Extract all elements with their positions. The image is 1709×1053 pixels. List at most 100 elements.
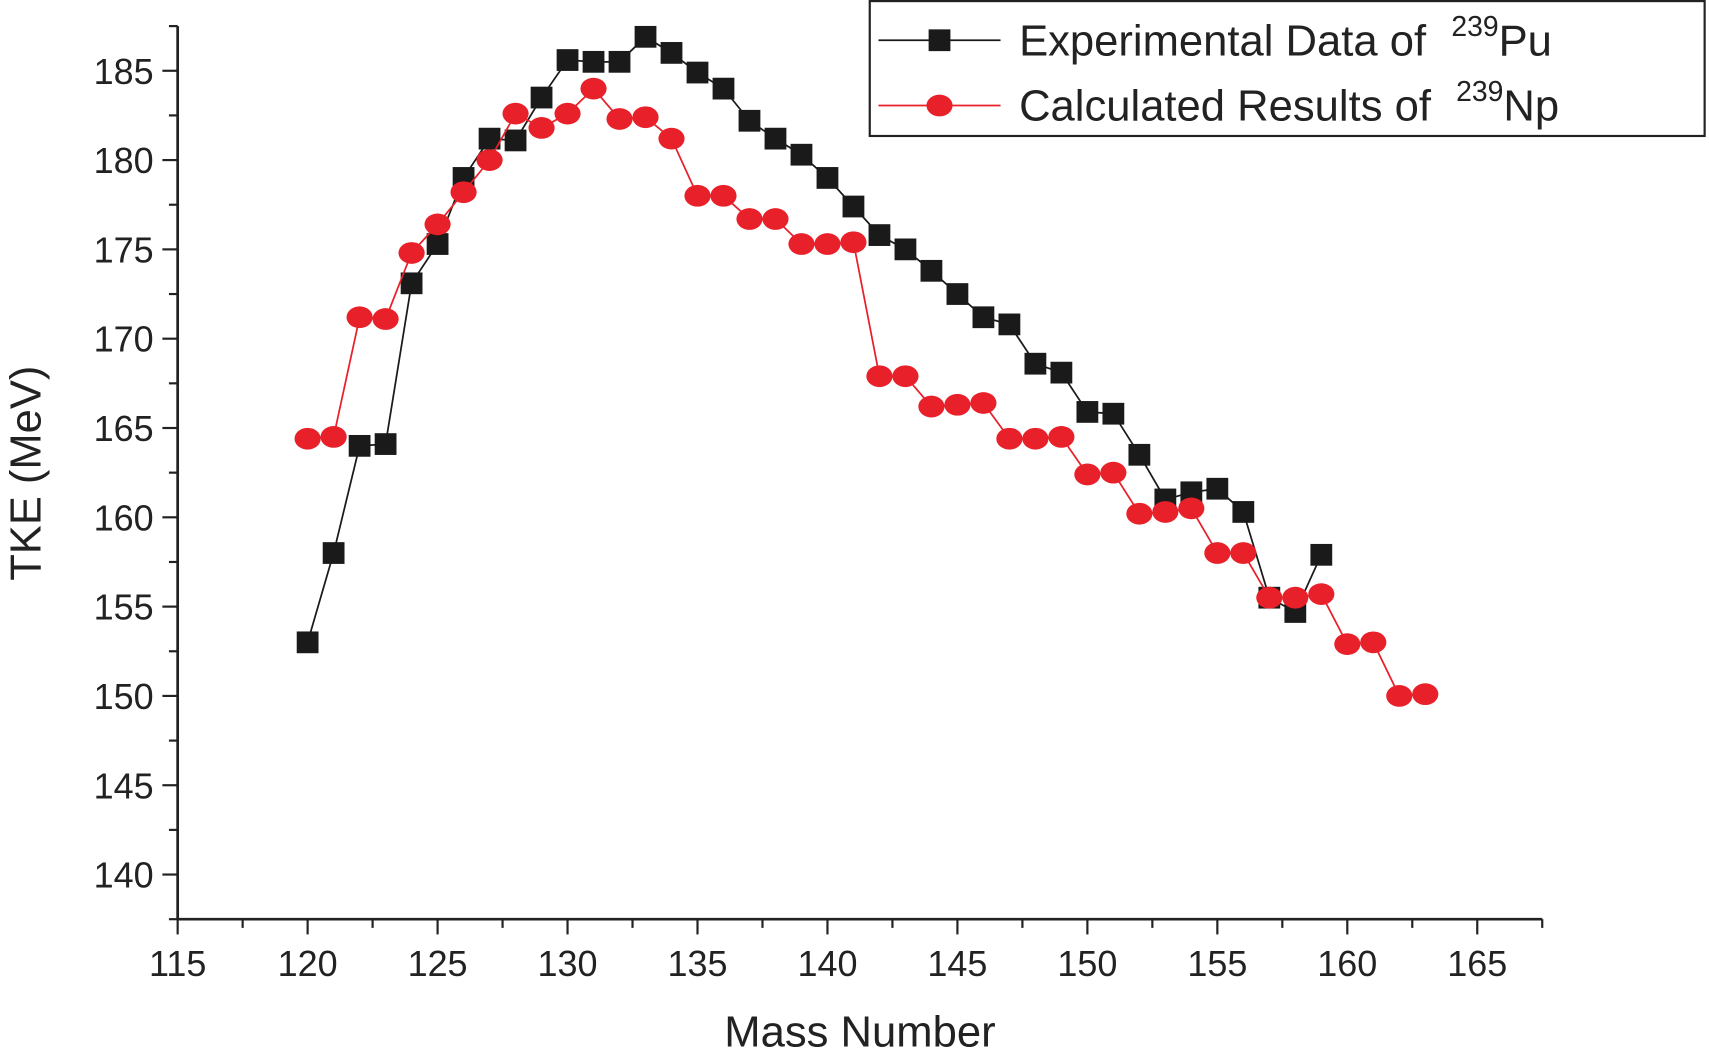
x-tick-label: 130 bbox=[538, 943, 598, 984]
legend-label: Experimental Data of 239Pu bbox=[1019, 10, 1552, 66]
series-line bbox=[306, 35, 1323, 643]
data-point-circle bbox=[736, 208, 763, 230]
x-axis-label: Mass Number bbox=[724, 1009, 995, 1053]
data-point-square bbox=[868, 224, 891, 246]
axes: 115 120 125 130 135 140 145 150 155 160 165 140 145 1… bbox=[94, 25, 1544, 984]
legend-label: Calculated Results of 239Np bbox=[1019, 75, 1559, 131]
data-point-square bbox=[998, 313, 1021, 336]
data-point-square bbox=[608, 50, 631, 73]
data-point-square bbox=[1128, 443, 1151, 466]
data-point-circle bbox=[1126, 502, 1153, 525]
data-point-circle bbox=[1204, 542, 1231, 564]
data-point-circle bbox=[1334, 633, 1361, 656]
data-point-circle bbox=[1074, 463, 1101, 486]
data-point-square bbox=[946, 283, 969, 305]
data-point-square bbox=[1076, 401, 1099, 423]
data-point-square bbox=[374, 433, 397, 455]
y-tick-label: 170 bbox=[94, 319, 154, 360]
data-point-circle bbox=[1308, 583, 1335, 605]
data-point-square bbox=[556, 49, 579, 71]
data-point-square bbox=[712, 77, 735, 100]
x-tick-label: 135 bbox=[668, 943, 728, 984]
data-point-square bbox=[1232, 501, 1255, 523]
data-point-circle bbox=[1256, 586, 1283, 609]
data-point-square bbox=[582, 50, 605, 73]
data-point-circle bbox=[476, 149, 503, 171]
data-point-circle bbox=[1230, 542, 1257, 564]
data-point-square bbox=[400, 272, 423, 295]
data-point-circle bbox=[554, 102, 581, 125]
x-tick-label: 165 bbox=[1447, 943, 1507, 984]
data-point-circle bbox=[918, 395, 945, 418]
data-point-circle bbox=[1360, 631, 1387, 654]
data-point-circle bbox=[1100, 461, 1127, 484]
data-point-circle bbox=[632, 106, 659, 129]
data-point-circle bbox=[892, 365, 919, 388]
data-point-circle bbox=[398, 242, 425, 264]
y-tick-label: 160 bbox=[94, 497, 154, 538]
data-point-circle bbox=[788, 233, 815, 255]
x-tick-label: 145 bbox=[927, 943, 987, 984]
data-point-circle bbox=[606, 108, 633, 130]
series-layer bbox=[294, 25, 1439, 707]
legend-marker-square bbox=[928, 29, 951, 52]
x-tick-label: 160 bbox=[1317, 943, 1377, 984]
data-point-circle bbox=[710, 184, 737, 207]
data-point-square bbox=[1024, 352, 1047, 375]
y-axis-label: TKE (MeV) bbox=[2, 366, 50, 581]
y-tick-label: 180 bbox=[94, 140, 154, 181]
data-point-circle bbox=[502, 102, 529, 125]
data-point-square bbox=[920, 259, 943, 282]
data-point-square bbox=[634, 25, 657, 48]
legend-box bbox=[868, 0, 1706, 138]
data-point-square bbox=[972, 306, 995, 329]
data-point-circle bbox=[450, 181, 477, 204]
data-point-square bbox=[478, 127, 501, 150]
data-point-circle bbox=[320, 426, 347, 448]
data-point-circle bbox=[372, 308, 399, 330]
data-point-circle bbox=[944, 393, 971, 416]
data-point-circle bbox=[580, 77, 607, 100]
x-tick-label: 115 bbox=[149, 943, 206, 984]
y-tick-label: 175 bbox=[94, 229, 154, 270]
data-point-square bbox=[1206, 477, 1229, 500]
data-point-square bbox=[1310, 543, 1333, 566]
y-tick-label: 165 bbox=[94, 408, 154, 449]
data-point-square bbox=[504, 129, 527, 152]
data-point-square bbox=[1102, 402, 1125, 425]
data-point-square bbox=[686, 61, 709, 84]
legend: Experimental Data of 239Pu Calculated Res… bbox=[868, 0, 1706, 138]
y-tick-label: 150 bbox=[94, 676, 154, 717]
data-point-circle bbox=[1282, 586, 1309, 609]
data-point-square bbox=[660, 42, 683, 64]
data-point-square bbox=[894, 238, 917, 261]
data-point-circle bbox=[684, 184, 711, 207]
data-point-circle bbox=[1048, 426, 1075, 448]
data-point-square bbox=[426, 233, 449, 255]
y-tick-label: 145 bbox=[94, 765, 154, 806]
y-tick-label: 155 bbox=[94, 587, 154, 628]
data-point-square bbox=[296, 631, 319, 654]
data-point-circle bbox=[1152, 501, 1179, 523]
x-tick-label: 140 bbox=[797, 943, 857, 984]
data-point-circle bbox=[1022, 427, 1049, 450]
legend-marker-circle bbox=[926, 94, 953, 117]
data-point-square bbox=[790, 143, 813, 166]
series-calculated bbox=[294, 77, 1439, 707]
data-point-circle bbox=[1412, 683, 1439, 706]
data-point-square bbox=[322, 542, 345, 564]
series-line bbox=[307, 87, 1426, 697]
data-point-circle bbox=[1178, 497, 1205, 520]
x-tick-label: 155 bbox=[1187, 943, 1247, 984]
data-point-circle bbox=[294, 427, 321, 450]
y-tick-label: 140 bbox=[94, 855, 154, 896]
series-experimental bbox=[296, 25, 1333, 654]
data-point-circle bbox=[970, 392, 997, 414]
data-point-square bbox=[348, 434, 371, 457]
y-tick-label: 185 bbox=[94, 51, 154, 92]
data-point-square bbox=[1180, 481, 1203, 504]
x-tick-label: 150 bbox=[1057, 943, 1117, 984]
data-point-circle bbox=[814, 233, 841, 255]
data-point-circle bbox=[528, 117, 555, 139]
